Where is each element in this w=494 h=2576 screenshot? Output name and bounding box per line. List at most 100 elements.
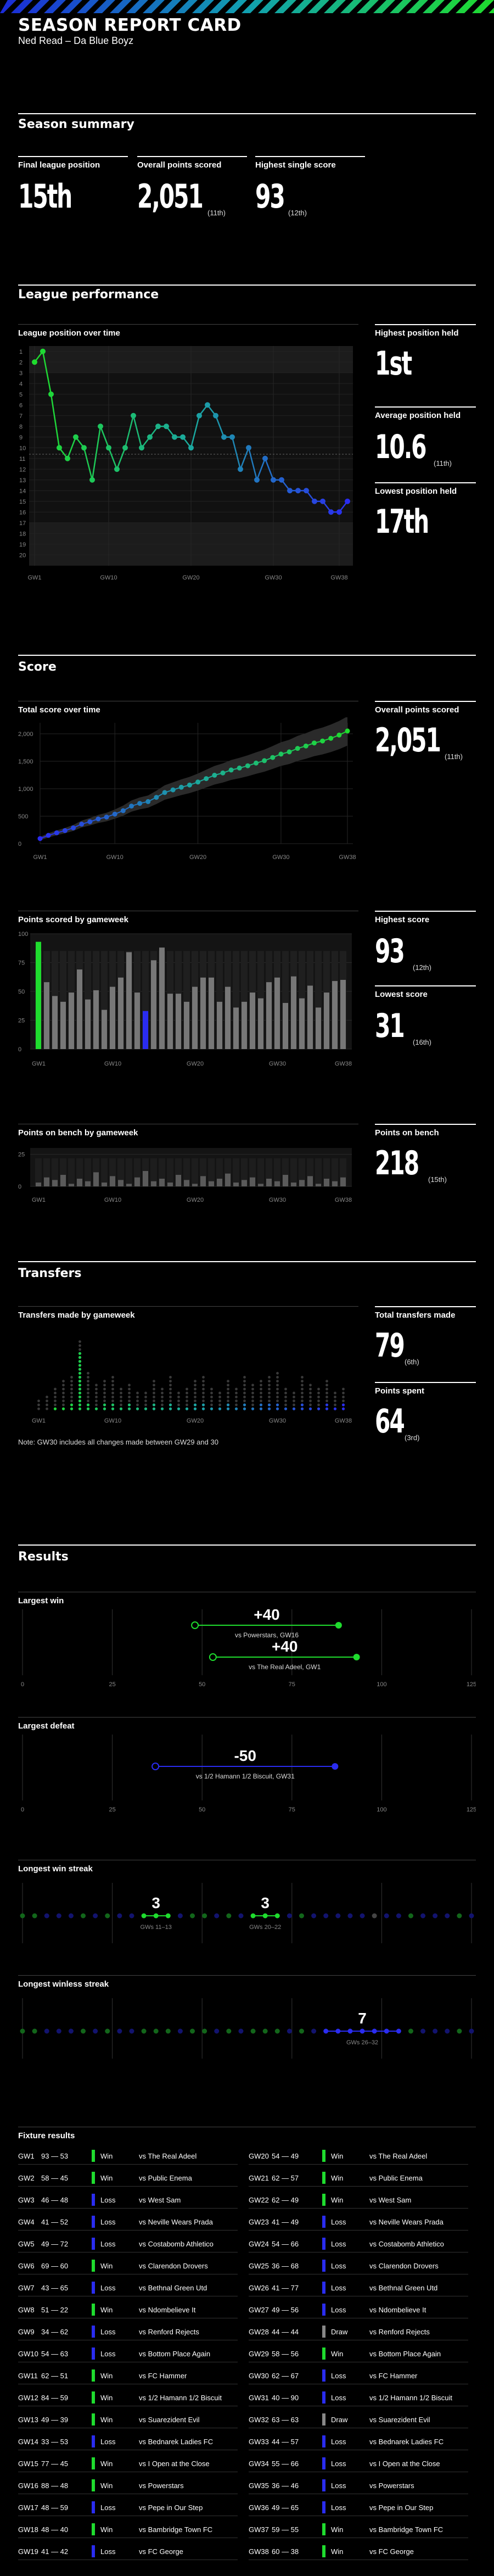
streak-caption: GWs 26–32 — [346, 2039, 378, 2046]
win-streak-label: Longest win streak — [18, 1864, 93, 1874]
transfer-dot — [78, 1364, 82, 1367]
fixture-result: Win — [100, 2372, 113, 2380]
bench-bar — [192, 1184, 198, 1186]
result-dot — [287, 1913, 292, 1919]
fixture-gameweek: GW25 — [249, 2262, 269, 2270]
points-bar — [274, 977, 280, 1049]
transfer-dot — [300, 1403, 304, 1407]
fixture-score: 36 — 46 — [272, 2482, 299, 2490]
league-transfer-dot — [276, 1391, 279, 1395]
league-transfer-dot — [325, 1396, 328, 1398]
lowest-position-label: Lowest position held — [375, 487, 457, 496]
league-transfer-dot — [161, 1403, 164, 1407]
stat-divider — [375, 324, 476, 325]
total-score-point — [178, 784, 184, 790]
series-line — [42, 351, 52, 394]
league-max-bar — [332, 1158, 338, 1186]
league-transfer-dot — [309, 1399, 312, 1402]
fixture-opponent: vs FC Hammer — [139, 2372, 187, 2380]
result-indicator — [92, 2216, 95, 2228]
bench-bar — [77, 1179, 82, 1186]
winless-streak-label: Longest winless streak — [18, 1980, 109, 1989]
fixture-score: 44 — 44 — [272, 2328, 299, 2336]
result-dot — [129, 1913, 134, 1919]
transfer-dot — [251, 1407, 255, 1410]
fixture-result: Win — [100, 2306, 113, 2314]
result-dot — [214, 1913, 220, 1919]
fixture-row: GW29 58 — 56 Win vs Bottom Place Again — [249, 2345, 468, 2362]
league-transfer-dot — [169, 1391, 172, 1395]
opponent-score-point — [191, 1621, 199, 1629]
league-transfer-dot — [202, 1380, 205, 1382]
fixture-result: Win — [100, 2394, 113, 2402]
result-indicator — [322, 2391, 325, 2404]
fixture-opponent: vs Powerstars — [139, 2482, 184, 2490]
result-indicator — [322, 2523, 325, 2535]
league-transfer-dot — [103, 1391, 106, 1395]
fixture-score: 51 — 22 — [41, 2306, 69, 2314]
fixture-row: GW30 62 — 67 Loss vs FC Hammer — [249, 2367, 468, 2384]
series-line — [83, 447, 93, 481]
total-score-point — [328, 735, 334, 741]
transfer-dot — [136, 1407, 139, 1410]
section-divider — [18, 1261, 476, 1262]
points-bar — [266, 982, 272, 1049]
stat-divider — [375, 701, 476, 702]
league-transfer-dot — [70, 1376, 73, 1379]
y-tick-label: 2 — [19, 359, 23, 366]
fixture-score: 77 — 45 — [41, 2460, 69, 2468]
position-point — [328, 509, 334, 515]
result-indicator — [92, 2391, 95, 2404]
league-transfer-dot — [268, 1387, 271, 1391]
league-max-bar — [241, 1158, 248, 1186]
result-indicator — [92, 2523, 95, 2535]
total-score-point — [228, 767, 234, 773]
fixture-row: GW28 44 — 44 Draw vs Renford Rejects — [249, 2323, 468, 2340]
x-tick-label: GW10 — [104, 1061, 121, 1067]
result-indicator — [322, 2545, 325, 2557]
x-tick-label: GW10 — [104, 1418, 121, 1424]
bench-chart-label: Points on bench by gameweek — [18, 1128, 138, 1138]
y-tick-label: 9 — [19, 434, 23, 441]
fixture-result: Loss — [331, 2482, 346, 2490]
bench-bar — [274, 1181, 280, 1186]
stat-divider — [137, 156, 247, 157]
transfer-dot — [325, 1407, 329, 1410]
bench-bar — [250, 1177, 255, 1186]
points-bar — [77, 969, 82, 1049]
position-point — [205, 402, 210, 408]
position-point — [304, 488, 309, 494]
league-transfer-dot — [325, 1384, 328, 1387]
fixture-result: Win — [331, 2196, 344, 2204]
total-score-chart-label: Total score over time — [18, 705, 100, 715]
result-dot — [238, 2028, 244, 2034]
result-dot — [299, 1913, 304, 1919]
result-dot — [238, 1913, 244, 1919]
fixture-result: Win — [100, 2482, 113, 2490]
fixture-score: 48 — 40 — [41, 2525, 69, 2534]
y-tick-label: 5 — [19, 392, 23, 398]
total-points-label: Overall points scored — [375, 705, 459, 715]
y-tick-label: 0 — [18, 1046, 21, 1053]
bench-bar — [258, 1184, 263, 1186]
league-transfer-dot — [87, 1371, 89, 1375]
fixture-gameweek: GW21 — [249, 2174, 269, 2182]
section-title-results: Results — [18, 1550, 69, 1564]
bench-points-rank: (15th) — [428, 1175, 447, 1184]
league-transfer-dot — [95, 1391, 98, 1395]
league-max-bar — [192, 1158, 198, 1186]
position-point — [287, 488, 293, 494]
streak-caption: GWs 20–22 — [249, 1924, 281, 1931]
result-dot — [420, 2028, 426, 2034]
fixture-opponent: vs Bambridge Town FC — [139, 2525, 213, 2534]
league-transfer-dot — [342, 1387, 345, 1391]
league-max-bar — [117, 1158, 124, 1186]
lowest-score-rank: (16th) — [413, 1038, 431, 1046]
fixture-row: GW33 44 — 57 Loss vs Bednarek Ladies FC — [249, 2433, 468, 2450]
result-dot — [323, 1913, 329, 1919]
league-transfer-dot — [194, 1384, 197, 1387]
x-tick-label: 50 — [199, 1681, 205, 1688]
league-max-bar — [68, 1158, 75, 1186]
league-transfer-dot — [243, 1399, 246, 1402]
points-bar — [134, 993, 140, 1049]
